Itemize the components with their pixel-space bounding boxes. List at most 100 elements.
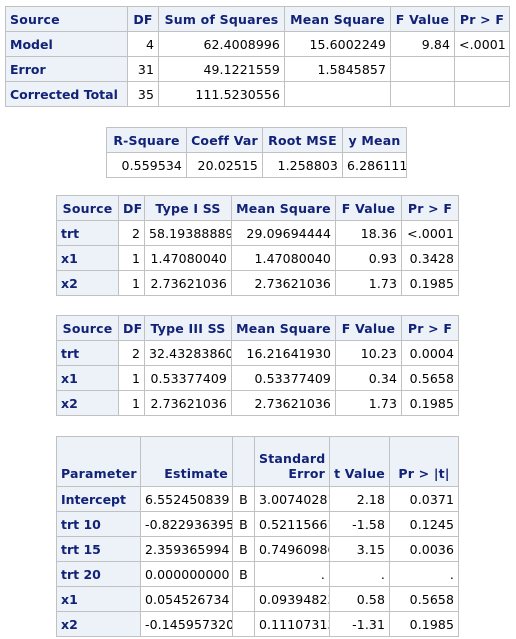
- cell-p: 0.0036: [389, 536, 459, 562]
- column-header-df: DF: [118, 315, 145, 341]
- cell-ss: 111.5230556: [158, 81, 285, 107]
- cell-ms: 0.53377409: [231, 365, 336, 391]
- cell-ss: 49.1221559: [158, 56, 285, 82]
- row-header-trt-15: trt 15: [56, 536, 141, 562]
- cell-t-value: 3.15: [329, 536, 390, 562]
- row-header-x2: x2: [56, 270, 119, 296]
- cell-ss: 58.19388889: [144, 220, 232, 246]
- cell-t-value: -1.31: [329, 611, 390, 637]
- cell-p: <.0001: [401, 220, 459, 246]
- type3-ss-table: Source DF Type III SS Mean Square F Valu…: [56, 315, 459, 416]
- cell-f: 0.34: [335, 365, 402, 391]
- row-header-x1: x1: [56, 365, 119, 391]
- cell-ms: 29.09694444: [231, 220, 336, 246]
- column-header-source: Source: [56, 195, 119, 221]
- cell-df: 31: [127, 56, 159, 82]
- cell-flag: B: [232, 536, 255, 562]
- cell-ms: 15.6002249: [284, 31, 391, 57]
- cell-standard-error: 0.09394823: [254, 586, 330, 612]
- column-header-y-mean: y Mean: [342, 127, 407, 153]
- cell-p: 0.1985: [401, 390, 459, 416]
- cell-f: 10.23: [335, 340, 402, 366]
- cell-ss: 0.53377409: [144, 365, 232, 391]
- column-header-estimate: Estimate: [140, 436, 233, 487]
- cell-ms: 16.21641930: [231, 340, 336, 366]
- cell-standard-error: 0.74960986: [254, 536, 330, 562]
- cell-estimate: -0.822936395: [140, 511, 233, 537]
- cell-flag: B: [232, 561, 255, 587]
- row-header-x1: x1: [56, 245, 119, 271]
- cell-ss: 62.4008996: [158, 31, 285, 57]
- column-header-root-mse: Root MSE: [262, 127, 343, 153]
- column-header-t-value: t Value: [329, 436, 390, 487]
- table-row: x2 -0.145957320 0.11107313 -1.31 0.1985: [56, 611, 459, 637]
- table-row: x2 1 2.73621036 2.73621036 1.73 0.1985: [56, 270, 459, 296]
- cell-p: 0.5658: [401, 365, 459, 391]
- column-header-source: Source: [56, 315, 119, 341]
- cell-root-mse: 1.258803: [262, 152, 343, 178]
- cell-t-value: 2.18: [329, 486, 390, 512]
- row-header-x2: x2: [56, 611, 141, 637]
- table-header-row: Parameter Estimate Standard Error t Valu…: [56, 436, 459, 487]
- table-row: x1 1 0.53377409 0.53377409 0.34 0.5658: [56, 365, 459, 391]
- cell-p: 0.1985: [389, 611, 459, 637]
- column-header-standard-error: Standard Error: [254, 436, 330, 487]
- cell-coeff-var: 20.02515: [186, 152, 263, 178]
- table-row: 0.559534 20.02515 1.258803 6.286111: [106, 152, 407, 178]
- cell-ss: 2.73621036: [144, 270, 232, 296]
- column-header-type1-ss: Type I SS: [144, 195, 232, 221]
- cell-f: 1.73: [335, 270, 402, 296]
- column-header-df: DF: [118, 195, 145, 221]
- table-row: trt 10 -0.822936395 B 0.52115661 -1.58 0…: [56, 511, 459, 537]
- table-row: Corrected Total 35 111.5230556: [5, 81, 510, 107]
- cell-y-mean: 6.286111: [342, 152, 407, 178]
- cell-p: 0.5658: [389, 586, 459, 612]
- cell-t-value: 0.58: [329, 586, 390, 612]
- cell-p: 0.3428: [401, 245, 459, 271]
- table-row: trt 2 58.19388889 29.09694444 18.36 <.00…: [56, 220, 459, 246]
- cell-estimate: 0.054526734: [140, 586, 233, 612]
- row-header-model: Model: [5, 31, 128, 57]
- cell-ss: 2.73621036: [144, 390, 232, 416]
- cell-estimate: 2.359365994: [140, 536, 233, 562]
- row-header-error: Error: [5, 56, 128, 82]
- row-header-trt-10: trt 10: [56, 511, 141, 537]
- table-row: Error 31 49.1221559 1.5845857: [5, 56, 510, 82]
- cell-standard-error: 3.00740281: [254, 486, 330, 512]
- cell-df: 2: [118, 220, 145, 246]
- row-header-trt: trt: [56, 340, 119, 366]
- column-header-df: DF: [127, 6, 159, 32]
- cell-f: 1.73: [335, 390, 402, 416]
- cell-f: [390, 56, 455, 82]
- cell-ms: [284, 81, 391, 107]
- cell-standard-error: 0.52115661: [254, 511, 330, 537]
- cell-standard-error: 0.11107313: [254, 611, 330, 637]
- cell-p: 0.1245: [389, 511, 459, 537]
- cell-r-square: 0.559534: [106, 152, 187, 178]
- cell-df: 4: [127, 31, 159, 57]
- cell-flag: B: [232, 486, 255, 512]
- cell-p: [454, 56, 510, 82]
- table-header-row: Source DF Type I SS Mean Square F Value …: [56, 195, 459, 221]
- column-header-flag: [232, 436, 255, 487]
- cell-p: <.0001: [454, 31, 510, 57]
- table-row: trt 2 32.43283860 16.21641930 10.23 0.00…: [56, 340, 459, 366]
- cell-t-value: .: [329, 561, 390, 587]
- column-header-sum-of-squares: Sum of Squares: [158, 6, 285, 32]
- column-header-f-value: F Value: [335, 315, 402, 341]
- cell-p: [454, 81, 510, 107]
- anova-table: Source DF Sum of Squares Mean Square F V…: [5, 6, 510, 107]
- cell-f: 9.84: [390, 31, 455, 57]
- cell-f: 0.93: [335, 245, 402, 271]
- cell-p: 0.0371: [389, 486, 459, 512]
- cell-f: 18.36: [335, 220, 402, 246]
- cell-df: 1: [118, 245, 145, 271]
- cell-ss: 32.43283860: [144, 340, 232, 366]
- cell-estimate: 0.000000000: [140, 561, 233, 587]
- row-header-x1: x1: [56, 586, 141, 612]
- row-header-corrected-total: Corrected Total: [5, 81, 128, 107]
- cell-ss: 1.47080040: [144, 245, 232, 271]
- type1-ss-table: Source DF Type I SS Mean Square F Value …: [56, 195, 459, 296]
- table-row: trt 15 2.359365994 B 0.74960986 3.15 0.0…: [56, 536, 459, 562]
- cell-estimate: -0.145957320: [140, 611, 233, 637]
